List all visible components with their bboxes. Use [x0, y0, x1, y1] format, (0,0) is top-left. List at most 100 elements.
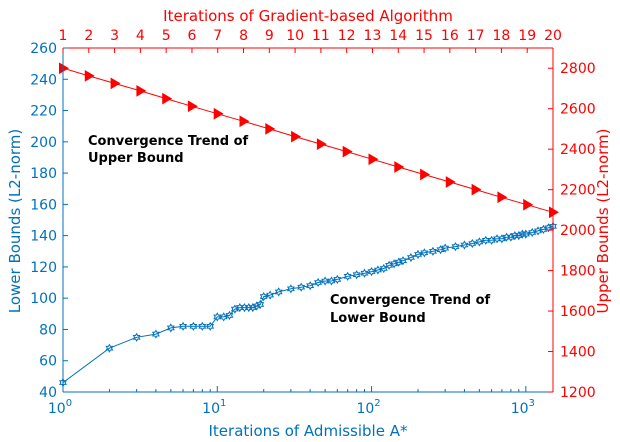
upper-bound-point	[471, 183, 482, 196]
lower-bound-point	[252, 301, 261, 311]
right-y-tick-label: 1800	[560, 264, 596, 280]
lower-bound-point	[166, 323, 175, 333]
lower-bound-series	[59, 221, 557, 388]
upper-bound-point	[110, 77, 121, 90]
upper-bound-point	[368, 153, 379, 166]
upper-bound-point	[239, 115, 250, 128]
left-y-tick-label: 100	[30, 291, 57, 307]
annotation-upper-line-2: Upper Bound	[88, 151, 184, 166]
lower-bound-point	[414, 249, 422, 260]
bottom-x-tick-label: 101	[202, 398, 226, 417]
upper-bound-point	[497, 191, 508, 204]
upper-bound-point	[162, 92, 173, 105]
upper-bound-point	[445, 176, 456, 188]
top-x-tick-label: 4	[136, 28, 145, 44]
top-x-axis-title: Iterations of Gradient-based Algorithm	[163, 7, 453, 25]
lower-bound-point	[198, 321, 207, 331]
left-y-tick-label: 160	[30, 197, 57, 213]
bottom-x-tick-exponent: 3	[529, 398, 535, 409]
right-y-tick-label: 1200	[560, 385, 596, 401]
bottom-x-tick-exponent: 0	[66, 398, 72, 409]
left-y-tick-label: 140	[30, 229, 57, 245]
left-y-tick-label: 220	[30, 104, 57, 120]
upper-bound-point	[394, 161, 405, 173]
lower-bound-point	[286, 284, 295, 294]
left-y-tick-label: 120	[30, 260, 57, 276]
right-y-tick-label: 2600	[560, 102, 596, 118]
right-y-tick-label: 2000	[560, 223, 596, 239]
top-x-tick-label: 9	[265, 28, 274, 44]
lower-bound-point	[248, 303, 257, 313]
upper-bound-point	[342, 145, 353, 158]
top-x-tick-label: 13	[364, 28, 382, 44]
upper-bound-point	[213, 107, 224, 120]
top-x-tick-label: 20	[544, 28, 562, 44]
top-x-tick-label: 10	[286, 28, 304, 44]
lower-bound-point	[367, 267, 376, 277]
lower-bound-point	[297, 282, 306, 292]
left-y-tick-label: 240	[30, 72, 57, 88]
top-x-tick-label: 11	[312, 28, 330, 44]
bottom-x-tick-base: 10	[511, 401, 529, 417]
lower-bound-point	[436, 245, 445, 255]
bottom-x-tick-label: 100	[48, 398, 72, 417]
lower-bound-point	[333, 274, 342, 284]
lower-bound-point	[314, 277, 323, 288]
annotation-upper-line-1: Convergence Trend of	[88, 134, 249, 149]
top-x-tick-label: 14	[389, 28, 407, 44]
lower-bound-point	[475, 237, 484, 247]
lower-bound-point	[225, 310, 234, 320]
lower-bound-point	[206, 321, 215, 331]
lower-bound-point	[274, 287, 283, 297]
lower-bound-point	[468, 238, 477, 249]
bottom-x-tick-exponent: 1	[220, 398, 226, 409]
lower-bound-point	[360, 268, 369, 278]
lower-bound-point	[266, 290, 275, 300]
lower-bound-point	[521, 229, 530, 239]
lower-bound-point	[506, 232, 515, 242]
top-x-tick-label: 8	[239, 28, 248, 44]
lower-bound-point	[179, 321, 188, 331]
lower-bound-point	[406, 252, 415, 263]
lower-bound-point	[394, 257, 403, 267]
upper-bound-point	[316, 138, 327, 150]
upper-bound-point	[420, 168, 431, 181]
left-y-tick-label: 200	[30, 135, 57, 151]
upper-bound-point	[265, 123, 276, 135]
left-y-tick-label: 40	[39, 385, 57, 401]
left-y-tick-label: 60	[39, 354, 57, 370]
bottom-x-axis-title: Iterations of Admissible A*	[209, 422, 408, 440]
top-x-tick-label: 2	[84, 28, 93, 44]
top-x-tick-label: 6	[187, 28, 196, 44]
upper-bound-series	[59, 62, 559, 219]
left-y-tick-label: 180	[30, 166, 57, 182]
bottom-x-tick-exponent: 2	[374, 398, 380, 409]
right-y-axis-title: Upper Bounds (L2-norm)	[594, 129, 612, 314]
top-x-tick-label: 7	[213, 28, 222, 44]
top-x-tick-label: 17	[467, 28, 485, 44]
lower-bound-point	[420, 248, 429, 258]
lower-bound-point	[544, 223, 553, 233]
lower-bound-point	[132, 332, 141, 342]
lower-bound-point	[428, 246, 437, 256]
left-y-tick-label: 260	[30, 41, 57, 57]
lower-bound-point	[105, 343, 114, 353]
left-y-axis-title: Lower Bounds (L2-norm)	[6, 129, 24, 314]
top-x-tick-label: 12	[338, 28, 356, 44]
top-x-tick-label: 1	[59, 28, 68, 44]
lower-bound-point	[256, 299, 265, 309]
upper-bound-point	[187, 100, 198, 113]
bottom-x-tick-base: 10	[48, 401, 66, 417]
bottom-x-tick-label: 103	[511, 398, 535, 417]
upper-bound-point	[84, 70, 95, 82]
lower-bound-point	[399, 256, 408, 266]
upper-bound-point	[136, 85, 147, 97]
top-x-tick-label: 5	[162, 28, 171, 44]
upper-bound-point	[549, 206, 559, 219]
top-x-tick-label: 16	[441, 28, 459, 44]
top-x-tick-label: 19	[518, 28, 536, 44]
lower-bound-point	[306, 281, 315, 291]
bottom-x-tick-label: 102	[356, 398, 380, 417]
lower-bound-point	[497, 234, 506, 244]
